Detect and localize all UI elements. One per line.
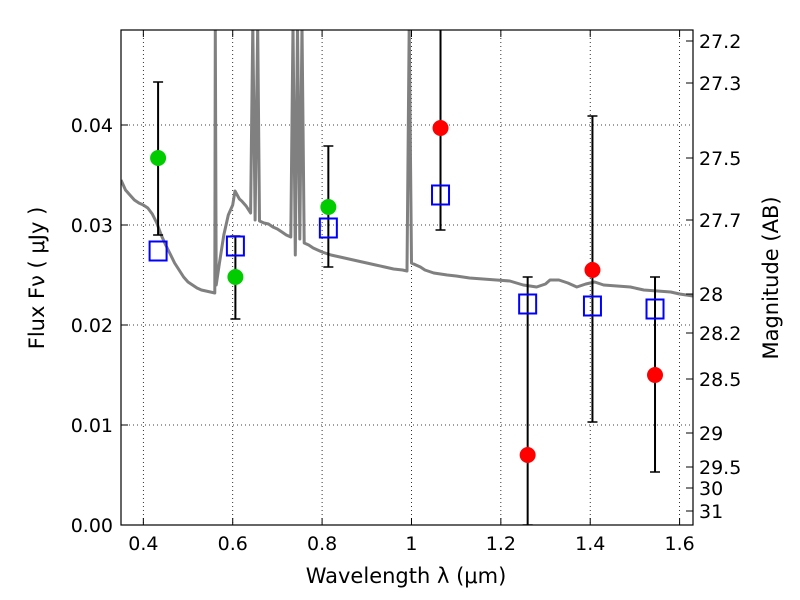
x-tick-label: 1.6 xyxy=(664,533,694,555)
grid-lines xyxy=(121,30,693,525)
right-tick-label: 31 xyxy=(699,501,723,523)
x-tick-label: 0.8 xyxy=(307,533,337,555)
y-axis-label: Flux Fν ( μJy ) xyxy=(25,207,49,350)
detected-point xyxy=(150,150,167,166)
right-tick-label: 29.5 xyxy=(699,457,741,479)
x-axis-label: Wavelength λ (μm) xyxy=(306,564,507,588)
right-tick-label: 29 xyxy=(699,423,723,445)
y-tick-label: 0.04 xyxy=(71,115,113,137)
model-bandpass-square xyxy=(518,293,538,315)
upper-limit-point xyxy=(647,367,664,383)
model-bandpass-square xyxy=(582,295,602,317)
y-tick-label: 0.02 xyxy=(71,315,113,337)
model-bandpass-square xyxy=(318,217,338,239)
detected-point xyxy=(320,199,337,215)
model-sed-line xyxy=(121,30,693,298)
right-tick-label: 27.5 xyxy=(699,148,741,170)
x-tick-label: 1.2 xyxy=(486,533,516,555)
x-tick-label: 1.4 xyxy=(575,533,605,555)
upper-limit-point xyxy=(432,120,449,136)
x-tick-label: 0.4 xyxy=(128,533,158,555)
model-bandpass-square xyxy=(148,240,168,262)
model-bandpass-square xyxy=(225,235,245,257)
model-sed-curve xyxy=(121,30,693,298)
y-tick-label: 0.01 xyxy=(71,415,113,437)
right-tick-label: 27.3 xyxy=(699,73,741,95)
model-bandpass-square xyxy=(645,298,665,320)
right-tick-label: 27.7 xyxy=(699,210,741,232)
upper-limit-point xyxy=(519,447,536,463)
right-tick-label: 28.5 xyxy=(699,369,741,391)
data-points xyxy=(148,120,665,463)
right-tick-label: 28 xyxy=(699,284,723,306)
axis-ticks: 0.4 0.6 0.8 1 1.2 1.4 1.6 0.00 0.01 0.02 0.03 0.04 2… xyxy=(71,30,741,555)
x-tick-label: 0.6 xyxy=(218,533,248,555)
detected-point xyxy=(227,269,244,285)
y-tick-label: 0.03 xyxy=(71,215,113,237)
upper-limit-point xyxy=(584,262,601,278)
x-tick-label: 1 xyxy=(405,533,417,555)
y-tick-label: 0.00 xyxy=(71,515,113,537)
right-tick-label: 30 xyxy=(699,478,723,500)
plot-frame xyxy=(120,29,694,526)
model-bandpass-square xyxy=(431,184,451,206)
right-axis-label: Magnitude (AB) xyxy=(759,196,783,359)
right-tick-label: 28.2 xyxy=(699,323,741,345)
right-tick-label: 27.2 xyxy=(699,31,741,53)
